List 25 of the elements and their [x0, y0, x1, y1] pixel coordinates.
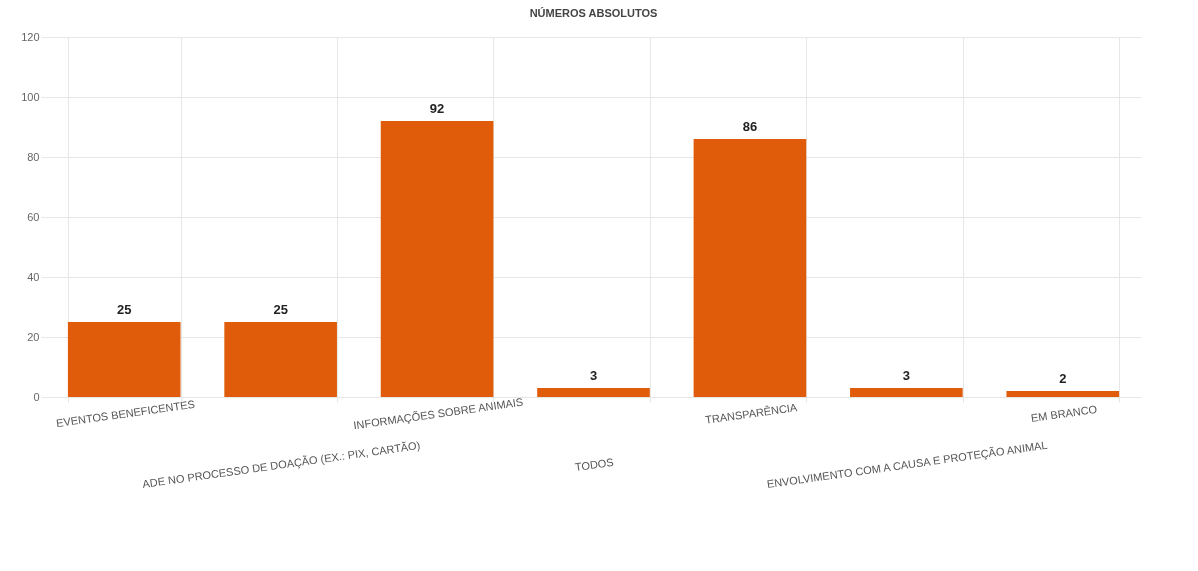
y-tick-label: 0	[33, 390, 40, 403]
y-tick-label: 100	[21, 90, 40, 103]
data-label: 2	[1059, 371, 1067, 386]
y-tick-label: 80	[27, 150, 40, 163]
data-label: 25	[273, 302, 288, 317]
data-label: 92	[429, 101, 445, 116]
bar	[67, 322, 181, 397]
bar	[537, 388, 650, 397]
x-tick-label: EM BRANCO	[1030, 402, 1099, 425]
x-tick-label: ADE NO PROCESSO DE DOAÇÃO (EX.: PIX, CARTÃO)	[141, 439, 421, 490]
y-tick-label: 20	[27, 330, 40, 343]
y-tick-label: 120	[21, 30, 40, 43]
data-label: 25	[116, 302, 132, 317]
y-tick-label: 40	[27, 270, 40, 283]
y-tick-label: 60	[27, 210, 40, 223]
bar	[1006, 391, 1120, 397]
bar	[380, 121, 494, 397]
data-label: 3	[902, 368, 910, 383]
bar	[850, 388, 963, 397]
data-label: 3	[589, 368, 598, 383]
x-tick-label: TODOS	[574, 455, 615, 474]
bar	[224, 322, 337, 397]
chart-title: NÚMEROS ABSOLUTOS	[529, 7, 658, 19]
data-label: 86	[742, 119, 758, 134]
bar	[693, 139, 807, 397]
